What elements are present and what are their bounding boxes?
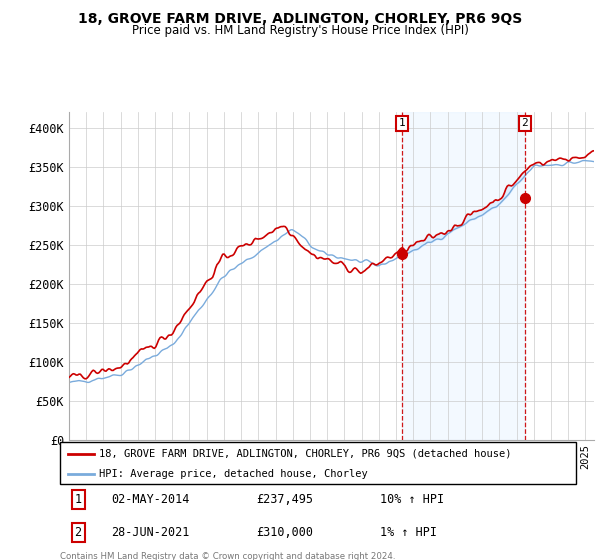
- Bar: [402, 112, 525, 440]
- Text: 18, GROVE FARM DRIVE, ADLINGTON, CHORLEY, PR6 9QS: 18, GROVE FARM DRIVE, ADLINGTON, CHORLEY…: [78, 12, 522, 26]
- Text: 1% ↑ HPI: 1% ↑ HPI: [380, 526, 437, 539]
- Text: 2: 2: [74, 526, 82, 539]
- Text: 02-MAY-2014: 02-MAY-2014: [112, 493, 190, 506]
- Text: 1: 1: [74, 493, 82, 506]
- Text: 28-JUN-2021: 28-JUN-2021: [112, 526, 190, 539]
- Text: 10% ↑ HPI: 10% ↑ HPI: [380, 493, 444, 506]
- Text: £237,495: £237,495: [256, 493, 313, 506]
- Text: £310,000: £310,000: [256, 526, 313, 539]
- Text: Price paid vs. HM Land Registry's House Price Index (HPI): Price paid vs. HM Land Registry's House …: [131, 24, 469, 36]
- FancyBboxPatch shape: [60, 442, 576, 484]
- Text: 18, GROVE FARM DRIVE, ADLINGTON, CHORLEY, PR6 9QS (detached house): 18, GROVE FARM DRIVE, ADLINGTON, CHORLEY…: [98, 449, 511, 459]
- Text: HPI: Average price, detached house, Chorley: HPI: Average price, detached house, Chor…: [98, 469, 367, 479]
- Text: 1: 1: [398, 119, 405, 128]
- Text: 2: 2: [521, 119, 529, 128]
- Text: Contains HM Land Registry data © Crown copyright and database right 2024.
This d: Contains HM Land Registry data © Crown c…: [60, 552, 395, 560]
